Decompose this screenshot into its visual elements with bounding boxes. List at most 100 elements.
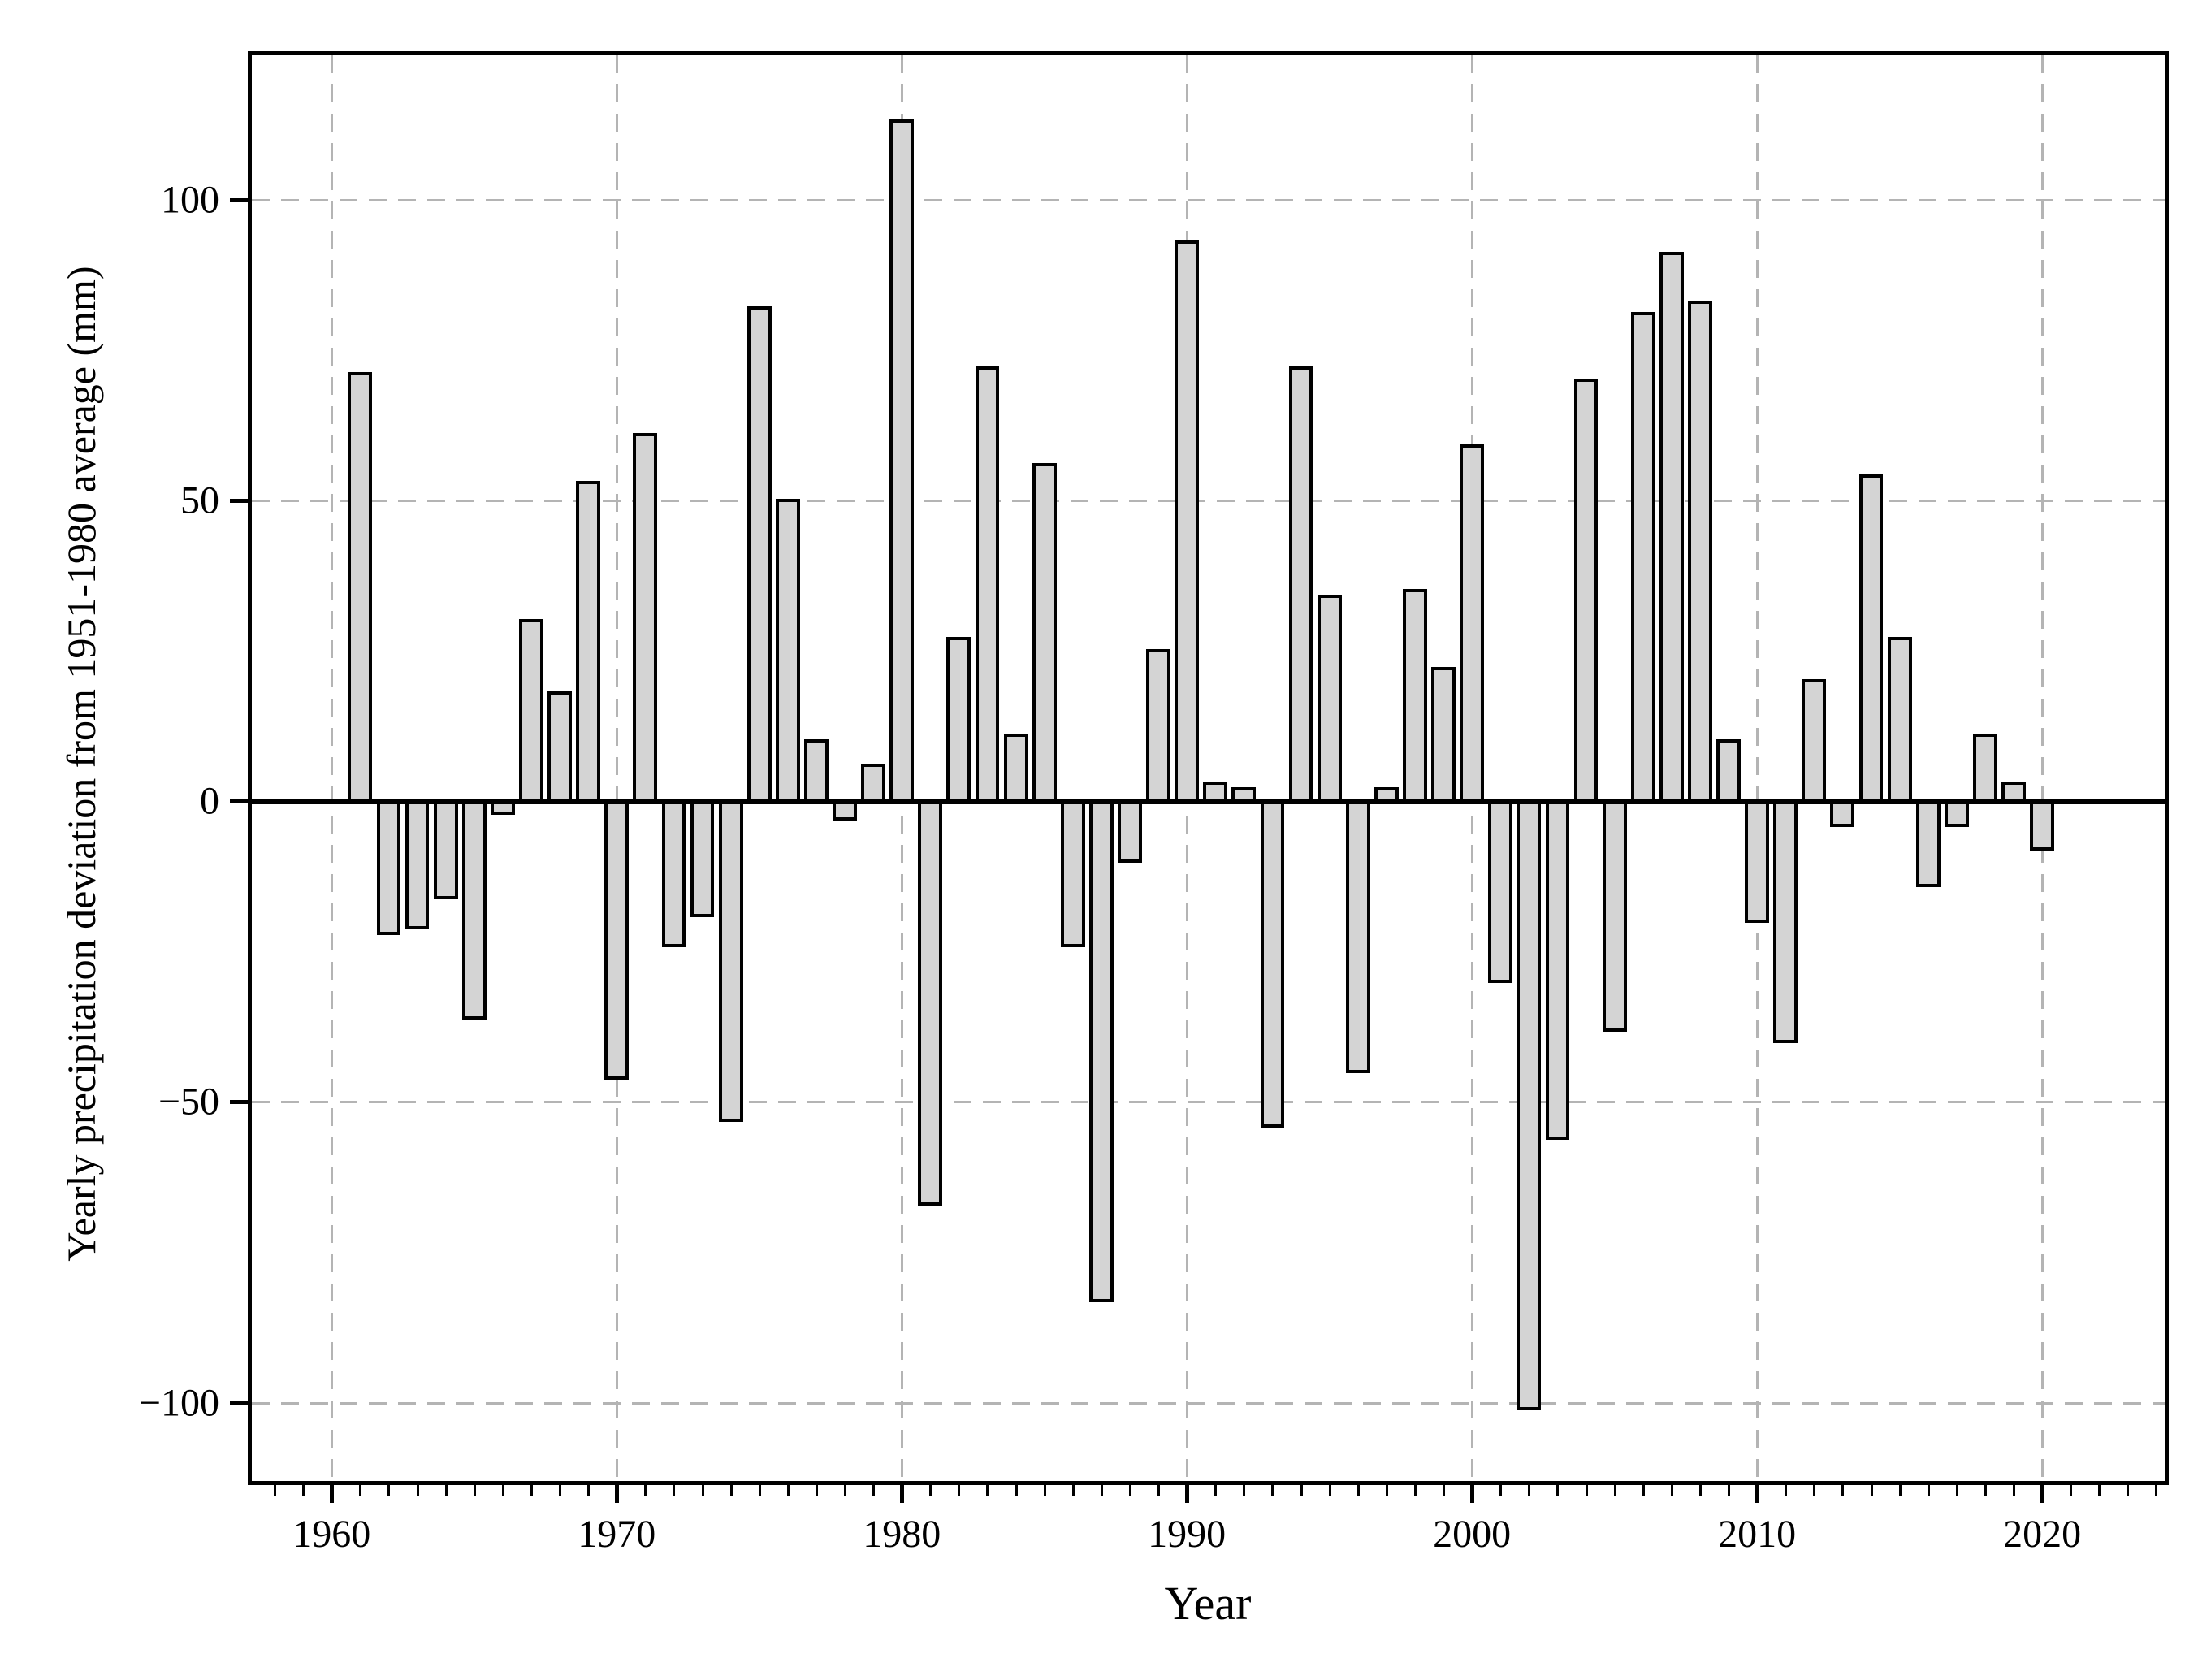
x-tick-minor xyxy=(2127,1485,2130,1496)
x-tick-minor xyxy=(1528,1485,1531,1496)
y-tick-major xyxy=(230,1401,248,1405)
bar xyxy=(1517,799,1542,1411)
bar xyxy=(1716,739,1741,803)
x-tick-minor xyxy=(758,1485,761,1496)
bar xyxy=(661,799,686,947)
x-tick-minor xyxy=(1243,1485,1246,1496)
bar xyxy=(1659,252,1684,803)
x-tick-minor xyxy=(1214,1485,1218,1496)
bar xyxy=(1431,667,1456,803)
x-tick-minor xyxy=(1955,1485,1958,1496)
bar xyxy=(376,799,401,936)
x-tick-minor xyxy=(1100,1485,1103,1496)
x-tick-label: 1980 xyxy=(863,1513,941,1556)
x-tick-minor xyxy=(1015,1485,1018,1496)
x-tick-minor xyxy=(1271,1485,1274,1496)
x-tick-label: 2010 xyxy=(1718,1513,1797,1556)
x-tick-minor xyxy=(1927,1485,1930,1496)
x-tick-minor xyxy=(1984,1485,1987,1496)
bar xyxy=(1088,799,1114,1302)
y-tick-label: 100 xyxy=(161,178,219,222)
y-tick-major xyxy=(230,799,248,804)
x-tick-minor xyxy=(1556,1485,1560,1496)
x-tick-minor xyxy=(444,1485,448,1496)
bar xyxy=(1288,366,1313,803)
bar xyxy=(1802,679,1827,803)
x-tick-minor xyxy=(359,1485,362,1496)
y-tick-major xyxy=(230,498,248,503)
bar xyxy=(1060,799,1085,947)
x-tick-minor xyxy=(2098,1485,2101,1496)
bar xyxy=(348,372,373,803)
x-tick-minor xyxy=(1071,1485,1075,1496)
bar xyxy=(1602,799,1627,1032)
bar xyxy=(1460,444,1485,803)
x-tick-major xyxy=(615,1485,620,1503)
x-tick-major xyxy=(2040,1485,2045,1503)
plot-inner xyxy=(252,55,2165,1481)
zero-line xyxy=(252,799,2165,805)
bar xyxy=(861,763,886,803)
x-tick-minor xyxy=(1300,1485,1303,1496)
x-tick-minor xyxy=(958,1485,961,1496)
x-tick-minor xyxy=(274,1485,277,1496)
bar xyxy=(1488,799,1513,984)
bar xyxy=(1003,733,1028,803)
bar xyxy=(1175,240,1200,803)
bar xyxy=(804,739,829,803)
bar xyxy=(946,637,971,803)
bar xyxy=(1403,589,1427,803)
x-tick-minor xyxy=(2155,1485,2158,1496)
bar xyxy=(1146,649,1170,803)
x-tick-minor xyxy=(2070,1485,2073,1496)
x-tick-minor xyxy=(1841,1485,1845,1496)
gridline-v xyxy=(616,55,619,1481)
x-tick-minor xyxy=(644,1485,647,1496)
x-tick-minor xyxy=(416,1485,419,1496)
gridline-v xyxy=(1756,55,1759,1481)
x-tick-minor xyxy=(1499,1485,1503,1496)
y-tick-label: 50 xyxy=(180,478,219,522)
bar xyxy=(1118,799,1142,864)
x-tick-minor xyxy=(673,1485,676,1496)
x-tick-label: 2020 xyxy=(2003,1513,2082,1556)
x-tick-minor xyxy=(729,1485,733,1496)
bar xyxy=(1260,799,1285,1128)
x-tick-minor xyxy=(1898,1485,1902,1496)
gridline-v xyxy=(2041,55,2044,1481)
bar xyxy=(1630,312,1655,803)
bar xyxy=(1858,474,1884,803)
bar xyxy=(1345,799,1370,1074)
x-tick-minor xyxy=(1413,1485,1417,1496)
x-tick-minor xyxy=(530,1485,533,1496)
x-tick-minor xyxy=(986,1485,989,1496)
bar xyxy=(775,498,800,803)
gridline-v xyxy=(331,55,334,1481)
bar xyxy=(1887,637,1912,803)
bar xyxy=(547,691,572,803)
y-tick-major xyxy=(230,197,248,202)
bar xyxy=(604,799,630,1080)
bar xyxy=(461,799,487,1020)
y-axis-label: Yearly precipitation deviation from 1951… xyxy=(58,266,104,1262)
x-tick-minor xyxy=(501,1485,504,1496)
gridline-h xyxy=(252,1401,2165,1405)
x-tick-minor xyxy=(701,1485,704,1496)
x-tick-minor xyxy=(1157,1485,1161,1496)
bar xyxy=(1032,462,1057,803)
bar xyxy=(918,799,943,1206)
x-tick-major xyxy=(330,1485,335,1503)
bar xyxy=(519,619,543,803)
bar xyxy=(1317,595,1342,803)
x-tick-minor xyxy=(559,1485,562,1496)
x-tick-minor xyxy=(1328,1485,1331,1496)
bar xyxy=(718,799,743,1122)
x-tick-minor xyxy=(387,1485,391,1496)
gridline-h xyxy=(252,499,2165,502)
bar xyxy=(633,432,658,803)
bar xyxy=(889,119,915,803)
bar xyxy=(1915,799,1941,887)
bar xyxy=(1773,799,1798,1044)
x-tick-minor xyxy=(1698,1485,1702,1496)
